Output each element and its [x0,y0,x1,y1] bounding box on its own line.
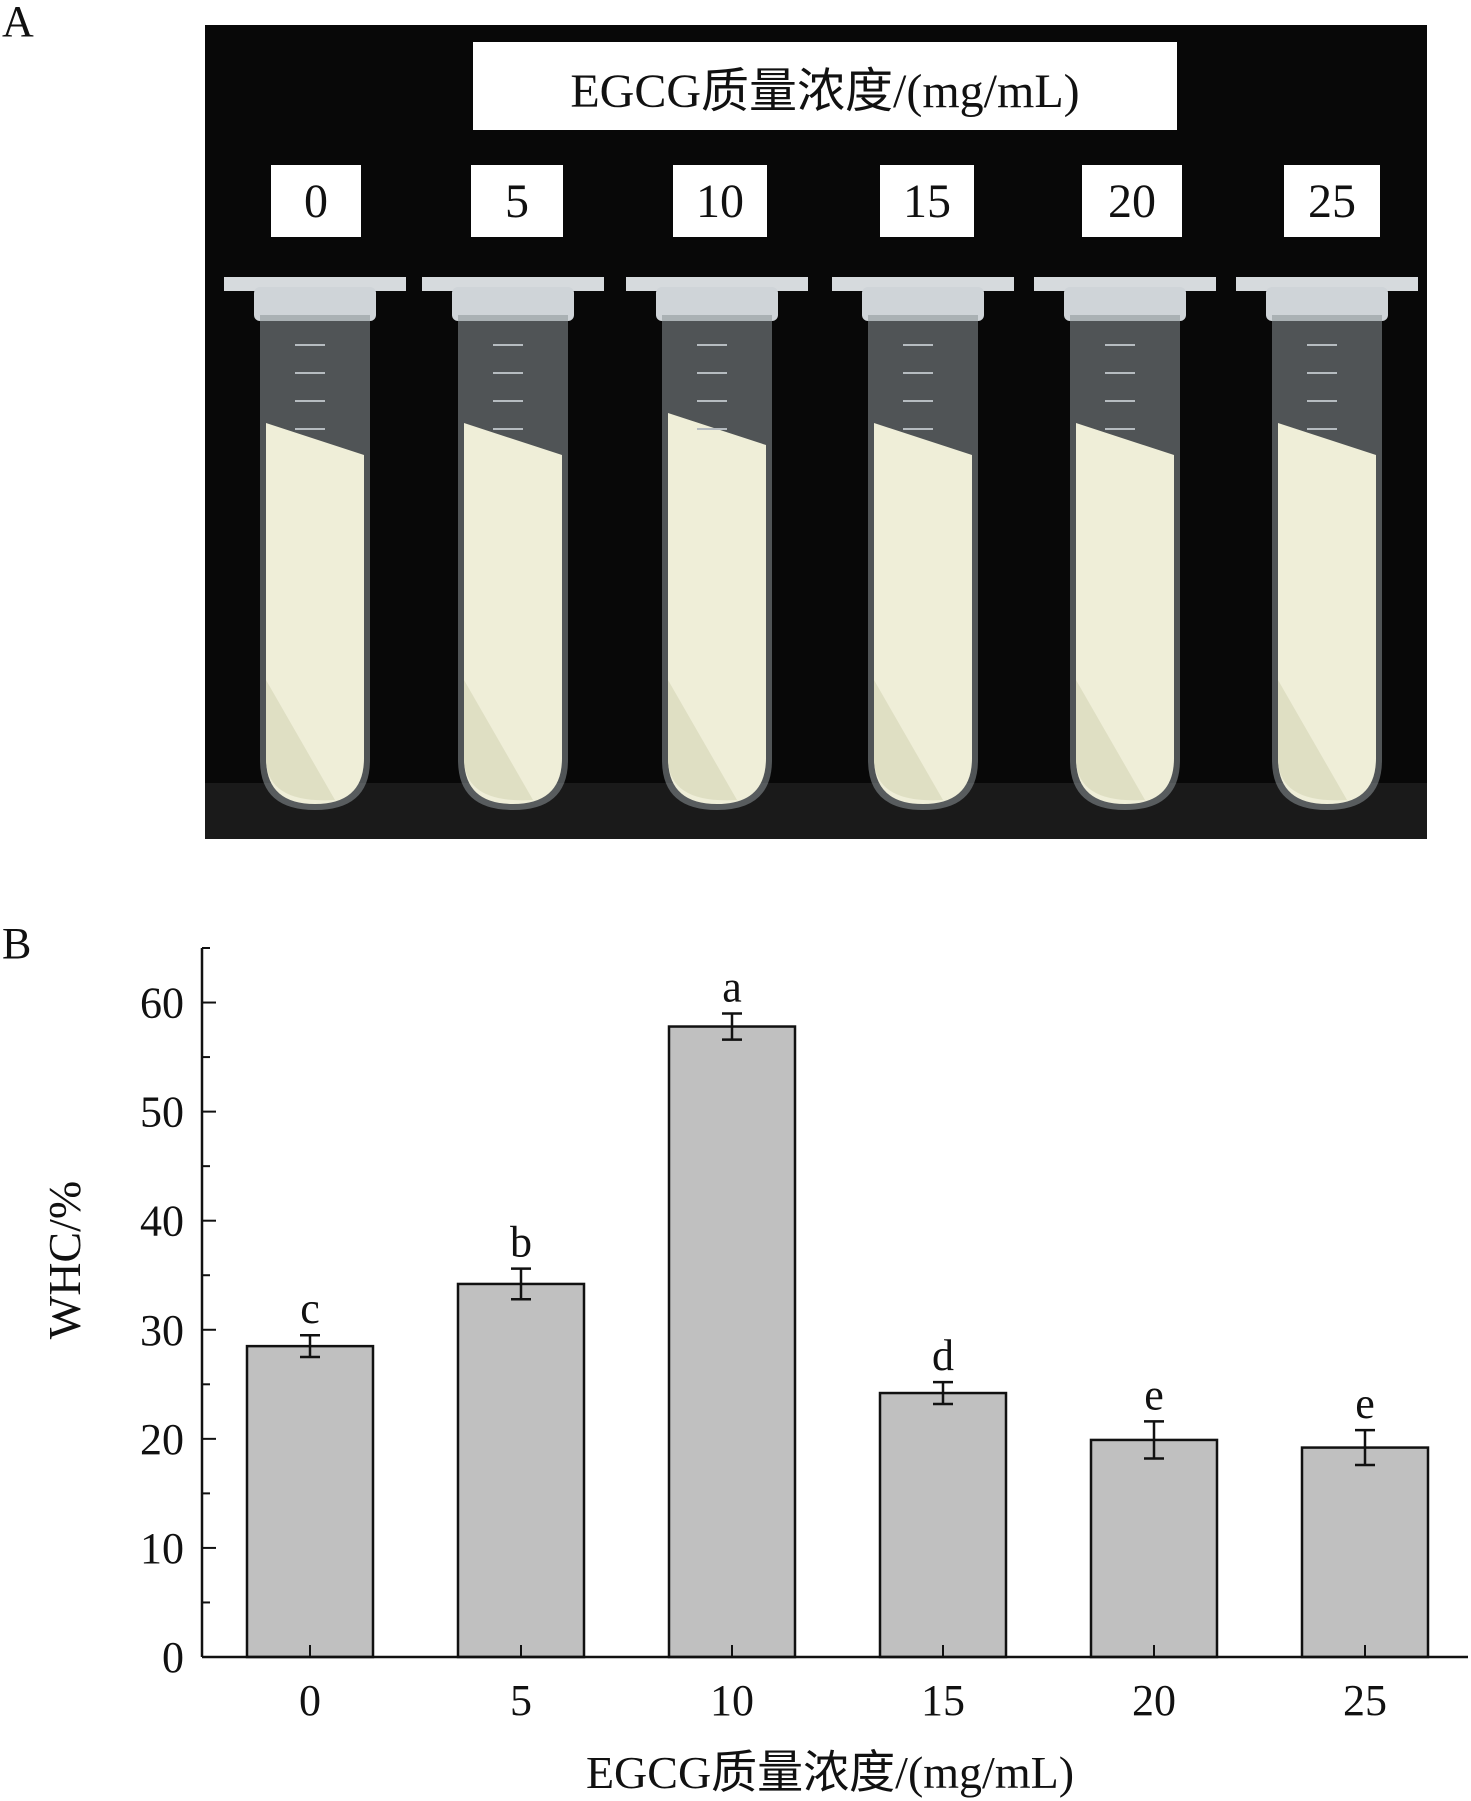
significance-letter: a [722,962,742,1011]
x-tick-label: 20 [1132,1676,1176,1725]
liquid-phase [668,680,737,801]
conc-label-25: 25 [1284,165,1380,237]
gel-contents [874,423,972,804]
y-tick-label: 60 [140,979,184,1028]
bar-10 [667,1025,797,1659]
panel-label-b: B [2,919,32,968]
tube-0 [224,277,406,810]
conc-label-20: 20 [1082,165,1182,237]
bar-25 [1300,1446,1430,1659]
tube-20 [1034,277,1216,810]
x-tick-label: 10 [710,1676,754,1725]
y-tick-label: 40 [140,1197,184,1246]
bar-15 [878,1391,1008,1659]
x-tick-label: 25 [1343,1676,1387,1725]
conc-label-5: 5 [471,165,563,237]
panel-label-a: A [2,0,34,46]
significance-letter: b [510,1218,532,1267]
conc-label-0: 0 [271,165,361,237]
whc-bar-chart: c b a d e e 0 10 20 30 40 50 60 0 5 10 15 20 25 WHC/% EGC… [39,947,1468,1798]
liquid-phase [1278,680,1347,801]
liquid-phase [464,680,533,801]
gel-contents [266,423,364,804]
conc-label-10: 10 [673,165,767,237]
axes-group: 0 10 20 30 40 50 60 0 5 10 15 20 25 [140,947,1468,1725]
liquid-phase [266,680,335,801]
tube-5 [422,277,604,810]
tube-rim [862,287,984,321]
significance-letter: e [1355,1379,1375,1428]
gel-contents [464,423,562,804]
tube-rim [452,287,574,321]
gel-contents [1076,423,1174,804]
x-tick-label: 5 [510,1676,532,1725]
bar-20 [1089,1438,1219,1659]
tube-rim [1064,287,1186,321]
tube-rim [656,287,778,321]
liquid-phase [874,680,943,801]
y-axis-title: WHC/% [39,1181,90,1339]
y-tick-label: 30 [140,1306,184,1355]
tube-15 [832,277,1014,810]
x-tick-label: 15 [921,1676,965,1725]
photo-title: EGCG质量浓度/(mg/mL) [473,42,1177,130]
gel-contents [668,413,766,804]
bars-group: c b a d e e [245,962,1430,1659]
gel-contents [1278,423,1376,804]
x-tick-label: 0 [299,1676,321,1725]
tube-rim [254,287,376,321]
liquid-phase [1076,680,1145,801]
tube-10 [626,277,808,810]
significance-letter: c [300,1284,320,1333]
y-tick-label: 50 [140,1088,184,1137]
bar-5 [456,1282,586,1659]
bar-0 [245,1344,375,1659]
tubes-drawing [205,277,1427,839]
y-tick-label: 0 [162,1633,184,1682]
y-tick-label: 20 [140,1415,184,1464]
significance-letter: d [932,1331,954,1380]
y-tick-label: 10 [140,1524,184,1573]
x-axis-title: EGCG质量浓度/(mg/mL) [586,1747,1074,1798]
tube-photograph: EGCG质量浓度/(mg/mL) 0 5 10 15 20 25 [205,25,1427,839]
tube-25 [1236,277,1418,810]
significance-letter: e [1144,1370,1164,1419]
conc-label-15: 15 [880,165,974,237]
tube-rim [1266,287,1388,321]
